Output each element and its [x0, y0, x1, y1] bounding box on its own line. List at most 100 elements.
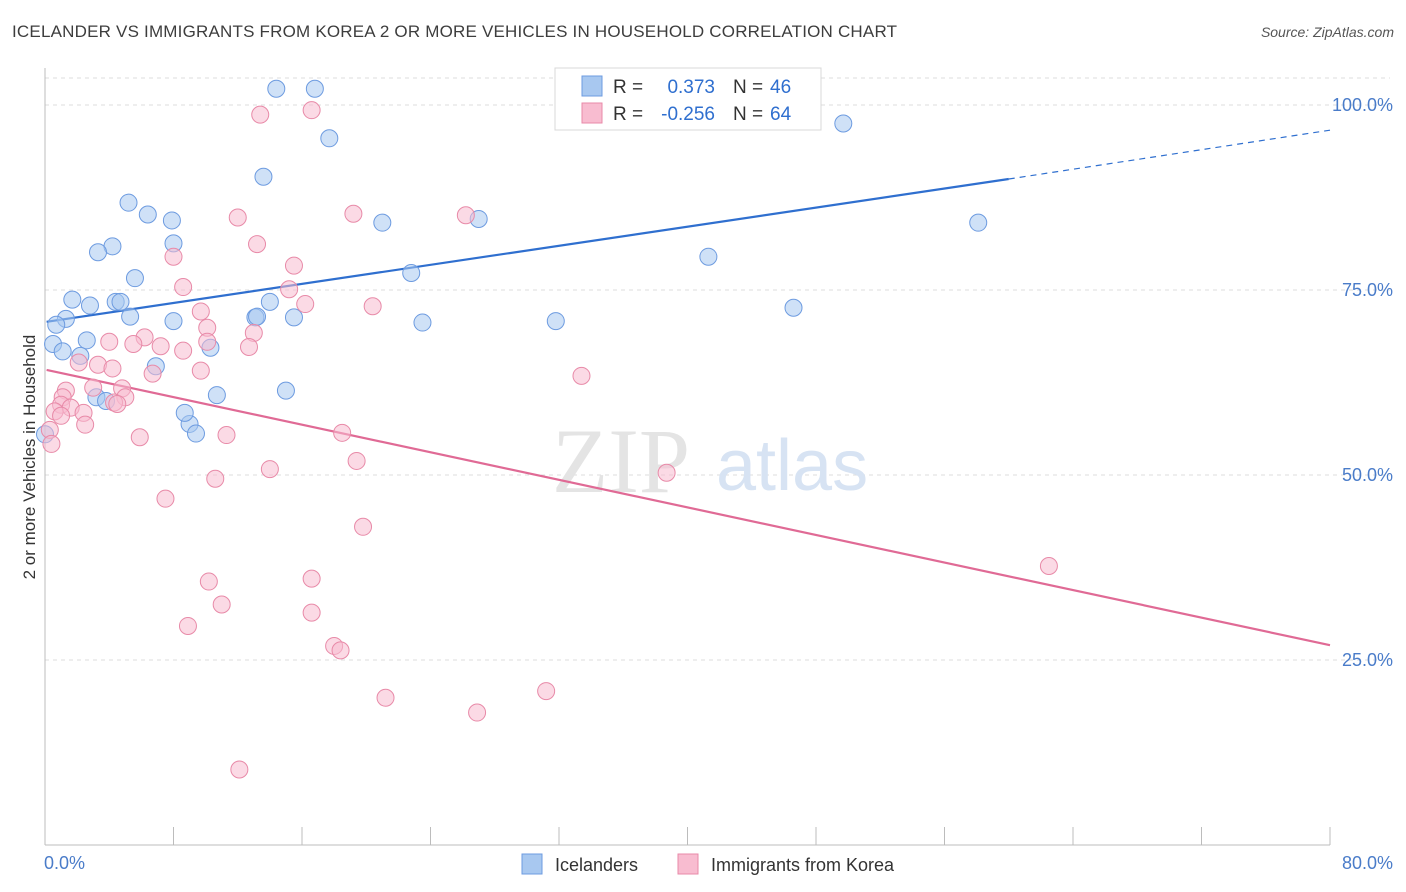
data-point	[119, 193, 138, 212]
data-point	[305, 79, 324, 98]
legend-r-label: R =	[613, 77, 643, 98]
data-point	[456, 206, 475, 225]
data-point	[537, 682, 556, 701]
data-point	[1039, 557, 1058, 576]
data-point	[89, 243, 108, 262]
data-point	[239, 337, 258, 356]
data-point	[302, 569, 321, 588]
data-point	[376, 688, 395, 707]
data-point	[47, 315, 66, 334]
data-point	[267, 79, 286, 98]
data-point	[363, 297, 382, 316]
data-point	[174, 278, 193, 297]
data-point	[186, 424, 205, 443]
bottom-legend-swatch	[677, 853, 699, 875]
legend-swatch	[581, 102, 603, 124]
source-label: Source: ZipAtlas.com	[1260, 24, 1394, 40]
data-point	[77, 331, 96, 350]
data-points	[36, 79, 1058, 779]
data-point	[302, 603, 321, 622]
data-point	[969, 213, 988, 232]
data-point	[80, 296, 99, 315]
data-point	[199, 572, 218, 591]
legend-r-label: R =	[613, 104, 643, 125]
data-point	[124, 335, 143, 354]
chart-title: ICELANDER VS IMMIGRANTS FROM KOREA 2 OR …	[12, 22, 898, 41]
data-point	[344, 204, 363, 223]
data-point	[248, 235, 267, 254]
data-point	[164, 247, 183, 266]
bottom-legend: Icelanders Immigrants from Korea	[521, 853, 895, 875]
trend-line	[46, 368, 1331, 647]
data-point	[217, 426, 236, 445]
y-tick-label: 25.0%	[1342, 650, 1393, 670]
data-point	[260, 460, 279, 479]
bottom-legend-label: Immigrants from Korea	[711, 855, 895, 875]
data-point	[657, 463, 676, 482]
data-point	[228, 208, 247, 227]
data-point	[402, 263, 421, 282]
data-point	[69, 353, 88, 372]
data-point	[164, 312, 183, 331]
data-point	[373, 213, 392, 232]
data-point	[354, 517, 373, 536]
trend-line	[46, 177, 1009, 323]
data-point	[63, 290, 82, 309]
data-point	[162, 211, 181, 230]
stats-legend: R = 0.373 N = 46 R = -0.256 N = 64	[554, 67, 822, 131]
data-point	[302, 101, 321, 120]
data-point	[572, 366, 591, 385]
data-point	[546, 312, 565, 331]
data-point	[100, 332, 119, 351]
data-point	[53, 342, 72, 361]
data-point	[320, 129, 339, 148]
y-tick-label: 50.0%	[1342, 465, 1393, 485]
data-point	[276, 381, 295, 400]
data-point	[191, 302, 210, 321]
data-point	[178, 616, 197, 635]
data-point	[125, 269, 144, 288]
data-point	[784, 298, 803, 317]
data-point	[151, 337, 170, 356]
bottom-legend-label: Icelanders	[555, 855, 638, 875]
legend-n-label: N =	[733, 77, 763, 98]
data-point	[230, 760, 249, 779]
bottom-legend-swatch	[521, 853, 543, 875]
data-point	[130, 428, 149, 447]
data-point	[260, 292, 279, 311]
trend-line-extension	[1008, 129, 1331, 180]
gridlines	[45, 77, 1390, 661]
data-point	[468, 703, 487, 722]
data-point	[699, 247, 718, 266]
legend-swatch	[581, 75, 603, 97]
watermark-atlas: atlas	[716, 426, 868, 506]
y-axis-title: 2 or more Vehicles in Household	[20, 335, 39, 580]
y-tick-label: 75.0%	[1342, 280, 1393, 300]
data-point	[296, 295, 315, 314]
x-tick-label: 0.0%	[44, 853, 85, 873]
data-point	[111, 292, 130, 311]
data-point	[138, 205, 157, 224]
legend-n-label: N =	[733, 104, 763, 125]
data-point	[198, 332, 217, 351]
data-point	[156, 489, 175, 508]
y-tick-label: 100.0%	[1332, 95, 1393, 115]
data-point	[280, 280, 299, 299]
data-point	[143, 364, 162, 383]
data-point	[174, 341, 193, 360]
data-point	[284, 256, 303, 275]
data-point	[42, 434, 61, 453]
data-point	[76, 415, 95, 434]
data-point	[347, 451, 366, 470]
data-point	[284, 308, 303, 327]
data-point	[108, 394, 127, 413]
x-tick-label: 80.0%	[1342, 853, 1393, 873]
data-point	[121, 307, 140, 326]
legend-r-value: 0.373	[667, 77, 715, 98]
watermark-zip: ZIP	[552, 410, 690, 512]
data-point	[251, 105, 270, 124]
legend-r-value: -0.256	[661, 104, 715, 125]
axes	[44, 68, 1331, 846]
data-point	[254, 167, 273, 186]
legend-n-value: 64	[770, 104, 792, 125]
